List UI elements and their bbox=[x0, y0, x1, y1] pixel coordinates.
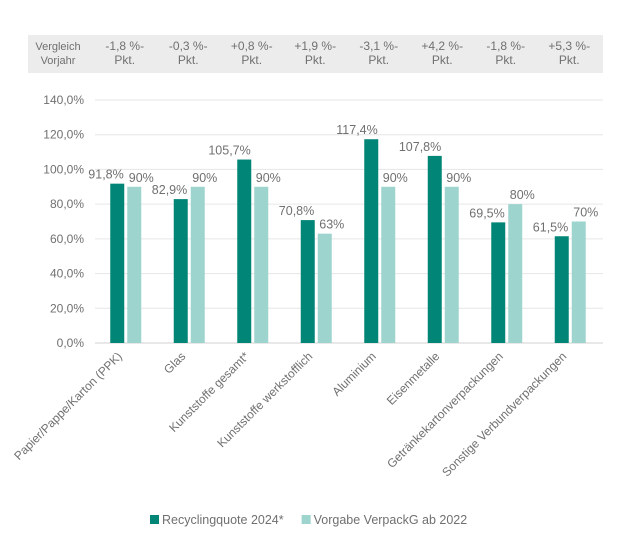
x-tick-label: Eisenmetalle bbox=[384, 349, 443, 408]
y-tick-label: 60,0% bbox=[50, 232, 84, 246]
x-tick-label: Aluminium bbox=[329, 349, 379, 399]
bar-recycling bbox=[427, 155, 442, 343]
comparison-value: Pkt. bbox=[114, 53, 135, 67]
bar-recycling bbox=[237, 159, 252, 343]
data-label: 80% bbox=[510, 188, 535, 202]
data-label: 91,8% bbox=[88, 168, 123, 182]
x-tick-label: Sonstige Verbundverpackungen bbox=[439, 349, 569, 479]
bar-vorgabe bbox=[317, 233, 332, 343]
comparison-value: +4,2 %- bbox=[421, 39, 463, 53]
x-tick-label: Getränkekartonverpackungen bbox=[384, 349, 506, 471]
bar-vorgabe bbox=[508, 204, 523, 343]
y-tick-label: 40,0% bbox=[50, 267, 84, 281]
data-label: 107,8% bbox=[399, 140, 441, 154]
comparison-row-background bbox=[28, 35, 603, 73]
data-label: 69,5% bbox=[469, 206, 504, 220]
y-tick-label: 20,0% bbox=[50, 301, 84, 315]
data-label: 90% bbox=[192, 171, 217, 185]
bar-vorgabe bbox=[444, 186, 459, 343]
data-label: 70,8% bbox=[279, 204, 314, 218]
data-label: 90% bbox=[446, 171, 471, 185]
legend-label: Vorgabe VerpackG ab 2022 bbox=[314, 513, 468, 527]
comparison-value: Pkt. bbox=[241, 53, 262, 67]
comparison-value: -3,1 %- bbox=[359, 39, 398, 53]
comparison-value: Pkt. bbox=[178, 53, 199, 67]
comparison-value: -0,3 %- bbox=[169, 39, 208, 53]
bar-vorgabe bbox=[381, 186, 396, 343]
comparison-value: +5,3 %- bbox=[548, 39, 590, 53]
legend-swatch bbox=[150, 515, 159, 524]
comparison-value: +0,8 %- bbox=[231, 39, 273, 53]
data-label: 90% bbox=[129, 171, 154, 185]
y-tick-label: 0,0% bbox=[57, 336, 85, 350]
legend-label: Recyclingquote 2024* bbox=[162, 513, 284, 527]
data-label: 105,7% bbox=[208, 144, 250, 158]
x-tick-label: Papier/Pappe/Karton (PPK) bbox=[11, 349, 125, 463]
comparison-value: Pkt. bbox=[305, 53, 326, 67]
comparison-value: +1,9 %- bbox=[294, 39, 336, 53]
data-label: 61,5% bbox=[533, 220, 568, 234]
data-label: 82,9% bbox=[152, 183, 187, 197]
y-tick-label: 120,0% bbox=[43, 128, 84, 142]
data-label: 63% bbox=[319, 218, 344, 232]
legend-swatch bbox=[301, 515, 311, 524]
y-tick-label: 140,0% bbox=[43, 93, 84, 107]
bar-recycling bbox=[110, 183, 125, 343]
data-label: 90% bbox=[383, 171, 408, 185]
bar-recycling bbox=[300, 220, 315, 343]
bar-recycling bbox=[554, 236, 569, 343]
bar-recycling bbox=[173, 199, 188, 343]
y-tick-label: 100,0% bbox=[43, 162, 84, 176]
x-tick-label: Glas bbox=[161, 349, 188, 376]
bar-vorgabe bbox=[254, 186, 269, 343]
comparison-value: Pkt. bbox=[559, 53, 580, 67]
data-label: 117,4% bbox=[336, 123, 377, 137]
comparison-row-label: Vergleich bbox=[35, 41, 80, 53]
comparison-value: Pkt. bbox=[432, 53, 453, 67]
data-label: 90% bbox=[256, 171, 281, 185]
comparison-value: -1,8 %- bbox=[486, 39, 525, 53]
comparison-row-label: Vorjahr bbox=[41, 55, 76, 67]
bar-vorgabe bbox=[127, 186, 142, 343]
comparison-value: -1,8 %- bbox=[105, 39, 144, 53]
bar-recycling bbox=[364, 139, 379, 343]
data-label: 70% bbox=[573, 206, 598, 220]
bar-vorgabe bbox=[190, 186, 205, 343]
comparison-value: Pkt. bbox=[368, 53, 389, 67]
bar-vorgabe bbox=[571, 221, 586, 343]
y-tick-label: 80,0% bbox=[50, 197, 84, 211]
bar-recycling bbox=[491, 222, 506, 343]
comparison-value: Pkt. bbox=[495, 53, 516, 67]
